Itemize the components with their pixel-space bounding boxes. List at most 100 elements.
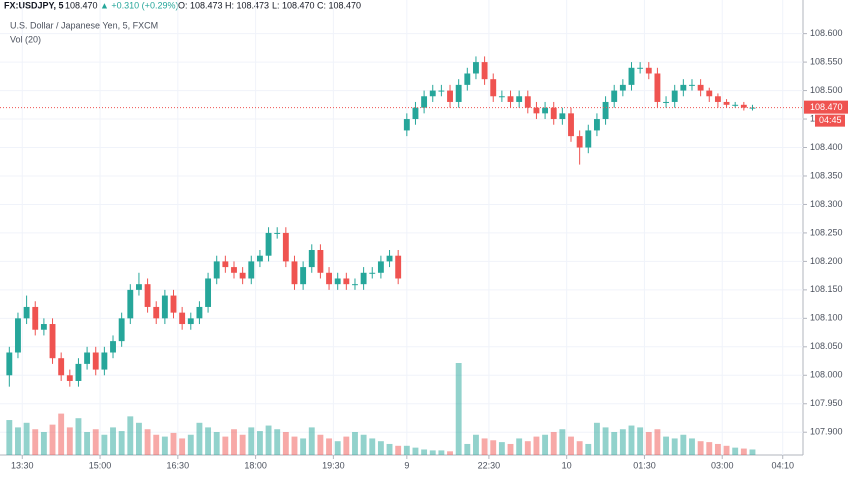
candle-body xyxy=(395,255,402,279)
candle-body xyxy=(481,62,488,80)
y-tick-label: 108.300 xyxy=(810,199,843,209)
volume-bar xyxy=(602,427,609,455)
candle-body xyxy=(308,250,315,268)
volume-bar xyxy=(576,441,583,455)
candle-body xyxy=(386,255,393,262)
volume-bar xyxy=(377,441,384,455)
volume-bar xyxy=(248,427,255,455)
volume-bar xyxy=(291,436,298,455)
candle-body xyxy=(568,113,574,137)
candle-body xyxy=(343,278,350,285)
grid xyxy=(0,0,803,455)
candle-body xyxy=(593,119,600,131)
volume-bar xyxy=(300,438,307,455)
candle-body xyxy=(524,96,531,108)
volume-bar xyxy=(671,438,678,455)
volume-bar xyxy=(187,434,194,455)
volume-bar xyxy=(317,434,324,455)
x-tick-label: 16:30 xyxy=(167,460,190,470)
x-tick-label: 10 xyxy=(562,460,572,470)
candle-body xyxy=(559,113,566,120)
candle-body xyxy=(179,312,186,325)
candle-body xyxy=(628,67,635,85)
volume-bar xyxy=(118,431,125,455)
volume-bar xyxy=(343,436,350,455)
y-tick-label: 107.900 xyxy=(810,427,843,437)
x-tick-label: 9 xyxy=(404,460,409,470)
candle-body xyxy=(153,306,160,319)
volume-bar xyxy=(447,451,453,455)
volume-bar xyxy=(473,434,479,455)
volume-bar xyxy=(645,432,652,455)
countdown-box xyxy=(815,114,845,127)
candle-body xyxy=(550,107,557,120)
volume-bar xyxy=(654,429,661,455)
candle-body xyxy=(360,272,367,285)
candle-body xyxy=(136,284,142,290)
candle-body xyxy=(412,107,419,120)
candle-body xyxy=(369,272,376,274)
y-tick-label: 108.350 xyxy=(810,170,843,180)
candle-body xyxy=(49,324,56,359)
volume-bar xyxy=(498,442,505,455)
volume-bar xyxy=(256,431,263,455)
candle-body xyxy=(326,272,332,285)
volume-bar xyxy=(308,427,315,455)
candle-body xyxy=(40,324,47,330)
candle-body xyxy=(490,79,497,97)
candle-body xyxy=(75,363,82,381)
x-tick-label: 19:30 xyxy=(322,460,345,470)
volume-bar xyxy=(265,425,272,455)
candle-body xyxy=(507,96,514,102)
candle-body xyxy=(32,306,39,330)
x-tick-label: 03:00 xyxy=(711,460,734,470)
candle-body xyxy=(187,318,194,325)
candle-body xyxy=(248,261,255,279)
volume-bar xyxy=(136,422,142,455)
volume-bar xyxy=(222,436,229,455)
volume-bar xyxy=(75,418,82,455)
candle-body xyxy=(516,96,523,102)
volume-bar xyxy=(611,432,618,455)
candle-body xyxy=(680,84,687,91)
volume-bar xyxy=(386,443,393,455)
volume-bar xyxy=(429,450,436,455)
volume-bar xyxy=(23,422,30,455)
y-tick-label: 108.100 xyxy=(810,313,843,323)
candle-body xyxy=(317,250,324,273)
volume-bar xyxy=(360,434,367,455)
volume-bar xyxy=(421,449,428,455)
y-tick-label: 108.200 xyxy=(810,256,843,266)
volume-bar xyxy=(170,432,177,455)
last-price-box xyxy=(804,100,848,114)
price: 108.470 xyxy=(65,0,98,10)
y-tick-label: 108.150 xyxy=(810,284,843,294)
volume-bar xyxy=(714,443,721,455)
volume-bar xyxy=(663,436,669,455)
candle-body xyxy=(645,67,652,74)
candle-body xyxy=(689,84,695,86)
candle-body xyxy=(473,62,479,74)
candle-body xyxy=(671,90,678,102)
candle-body xyxy=(654,73,661,102)
candle-body xyxy=(300,267,307,285)
candle-body xyxy=(602,101,609,120)
volume-bar xyxy=(585,443,592,455)
candle-body xyxy=(697,84,704,91)
volume-bar xyxy=(490,440,497,455)
volume-bar xyxy=(144,429,151,455)
volume-bar xyxy=(179,438,186,455)
candle-body xyxy=(732,104,739,106)
volume-bar xyxy=(6,420,13,455)
candle-body xyxy=(429,90,436,97)
candle-body xyxy=(6,352,13,376)
candle-body xyxy=(542,107,549,114)
volume-bar xyxy=(593,422,600,455)
volume-bar xyxy=(49,424,56,455)
ohlc-low: L: 108.470 xyxy=(272,0,315,10)
candle-body xyxy=(256,255,263,262)
candle-body xyxy=(352,284,358,286)
x-tick-label: 04:10 xyxy=(771,460,794,470)
change: ▲ +0.310 (+0.29%) xyxy=(100,0,178,10)
candle-body xyxy=(714,96,721,102)
